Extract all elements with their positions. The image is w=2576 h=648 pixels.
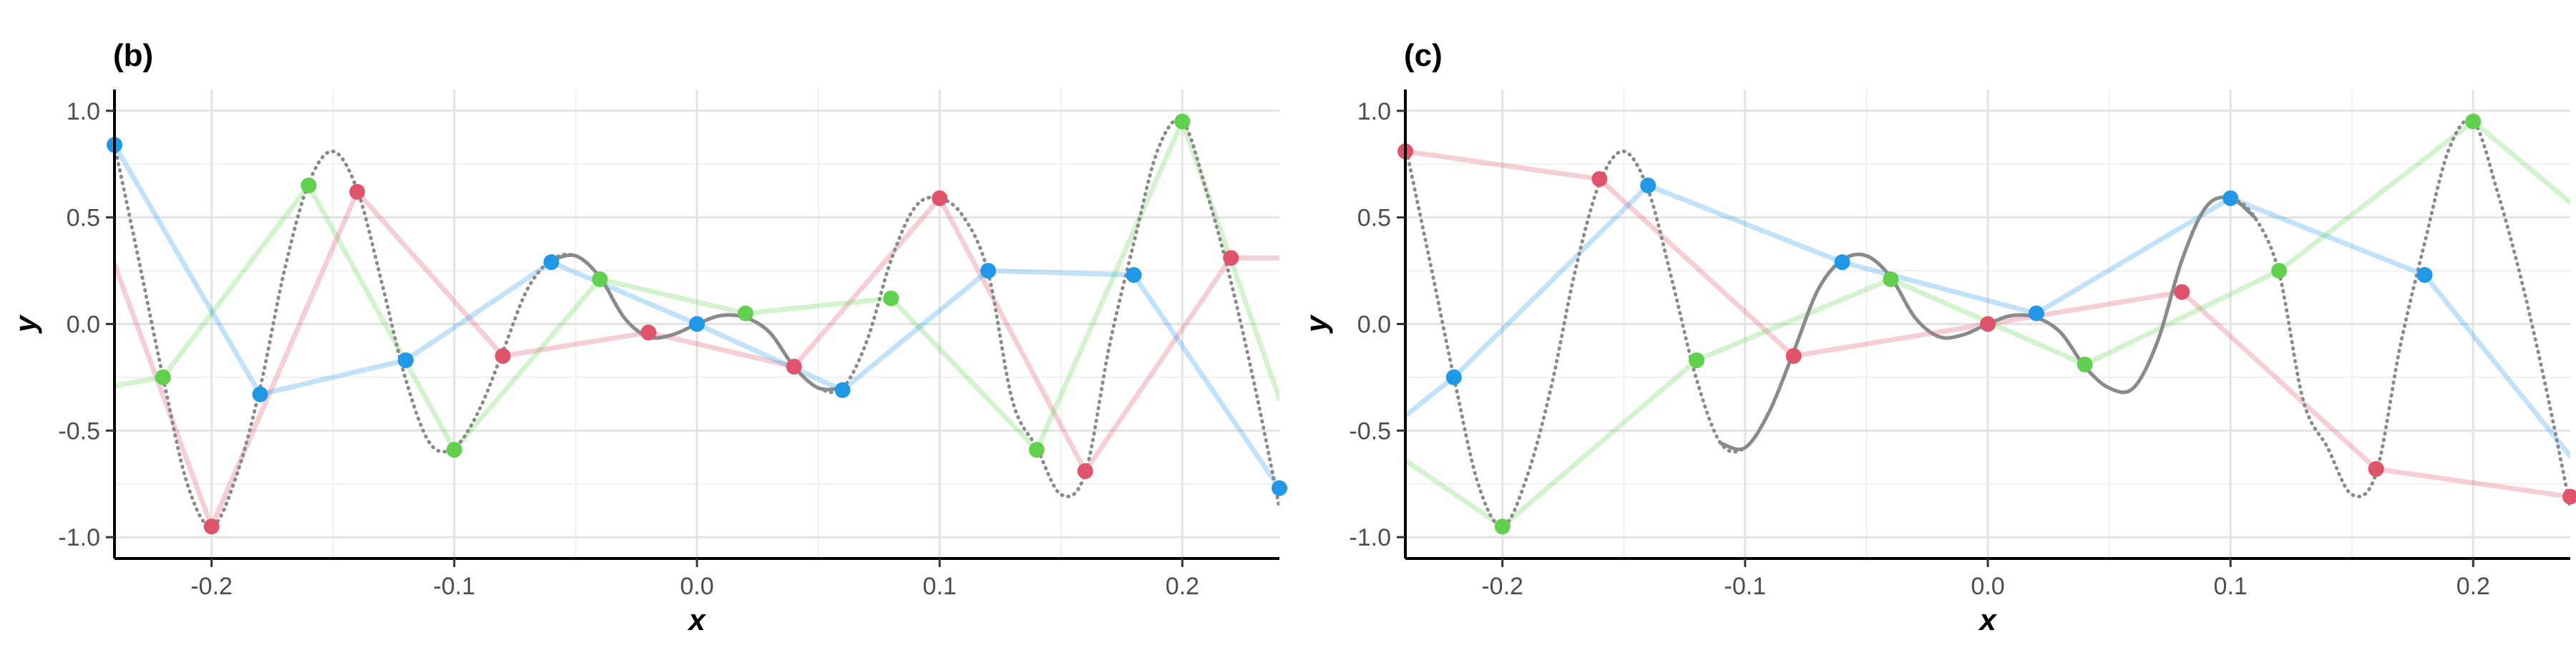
series-2-point	[155, 369, 171, 385]
series-1-point	[932, 190, 948, 206]
series-2-point	[446, 442, 462, 458]
gridlines	[114, 90, 1279, 558]
x-tick-label: 0.1	[2214, 573, 2248, 600]
series-line-2	[1405, 183, 2570, 459]
series-1-point	[2368, 460, 2384, 477]
series-2-point	[2223, 190, 2239, 206]
x-tick-label: -0.1	[434, 573, 476, 600]
series-3-point	[1272, 480, 1287, 496]
x-axis-title: x	[1978, 603, 1997, 637]
series-3-point	[1883, 271, 1899, 287]
y-tick-label: -0.5	[58, 417, 100, 445]
series-2-point	[1028, 442, 1045, 458]
series-2-point	[2028, 305, 2044, 321]
series-3-point	[980, 263, 996, 279]
x-tick-label: -0.2	[1481, 573, 1523, 600]
series-2-point	[592, 271, 608, 287]
y-tick-label: -1.0	[1349, 524, 1391, 551]
y-axis-title: y	[9, 314, 42, 334]
x-tick-label: 0.1	[923, 573, 957, 600]
series-1-point	[1591, 171, 1608, 188]
series-3-point	[2271, 263, 2287, 279]
series-1-point	[203, 518, 220, 535]
series-1-point	[1223, 250, 1239, 266]
panel-tag-c: (c)	[1404, 38, 1443, 73]
series-2-point	[1834, 254, 1850, 271]
x-tick-label: 0.0	[680, 573, 713, 600]
y-tick-label: 0.0	[1357, 311, 1391, 339]
series-1-point	[1980, 316, 1996, 332]
y-axis-title: y	[1299, 314, 1333, 334]
y-tick-label: 0.0	[67, 311, 100, 339]
series-2-point	[1445, 369, 1462, 385]
series-1-point	[640, 324, 657, 341]
series-3-point	[2465, 113, 2482, 130]
series-line-2	[114, 119, 1279, 453]
series-2-point	[737, 305, 753, 321]
x-axis-title: x	[687, 603, 706, 637]
series-3-point	[2077, 357, 2093, 373]
series-1-point	[2174, 284, 2190, 300]
series-line-1	[114, 189, 1279, 529]
series-3-point	[689, 316, 705, 332]
series-1-point	[1785, 348, 1802, 364]
series-3-point	[834, 382, 851, 398]
series-3-point	[1689, 352, 1704, 369]
series-2-point	[301, 177, 317, 193]
x-tick-label: 0.2	[1166, 573, 1199, 600]
series-3-point	[543, 254, 560, 271]
series-2-point	[1174, 113, 1191, 130]
x-tick-label: -0.2	[190, 573, 233, 600]
y-tick-label: 1.0	[67, 98, 100, 125]
y-tick-label: -1.0	[58, 524, 100, 551]
series-1-point	[349, 183, 366, 200]
x-tick-label: -0.1	[1724, 573, 1767, 600]
series-1-point	[2562, 488, 2576, 505]
series-1-point	[786, 359, 802, 375]
series-3-point	[398, 352, 414, 369]
y-tick-label: 0.5	[1357, 205, 1391, 232]
y-tick-label: 1.0	[1357, 98, 1391, 125]
panel-b: (b) -0.2 -0.1 0.0 0.1 0.2 -1.0 -0.5 0.0 0.5 1.0 x y	[9, 38, 1287, 637]
series-3-point	[1494, 518, 1511, 535]
panel-tag-b: (b)	[113, 38, 153, 73]
series-2-point	[1640, 177, 1657, 193]
x-tick-label: 0.0	[1971, 573, 2004, 600]
series-2-point	[883, 290, 899, 306]
series-3-point	[1126, 267, 1142, 284]
panel-c: (c) -0.2 -0.1 0.0 0.1 0.2 -1.0 -0.5 0.0 0.5 1.0 x y	[1299, 38, 2576, 637]
series-2-point	[2416, 267, 2433, 284]
y-tick-label: -0.5	[1349, 417, 1391, 445]
x-tick-label: 0.2	[2457, 573, 2490, 600]
series-3-point	[252, 386, 268, 402]
series-1-point	[494, 348, 511, 364]
series-1-point	[1077, 463, 1093, 479]
y-tick-label: 0.5	[67, 205, 100, 232]
